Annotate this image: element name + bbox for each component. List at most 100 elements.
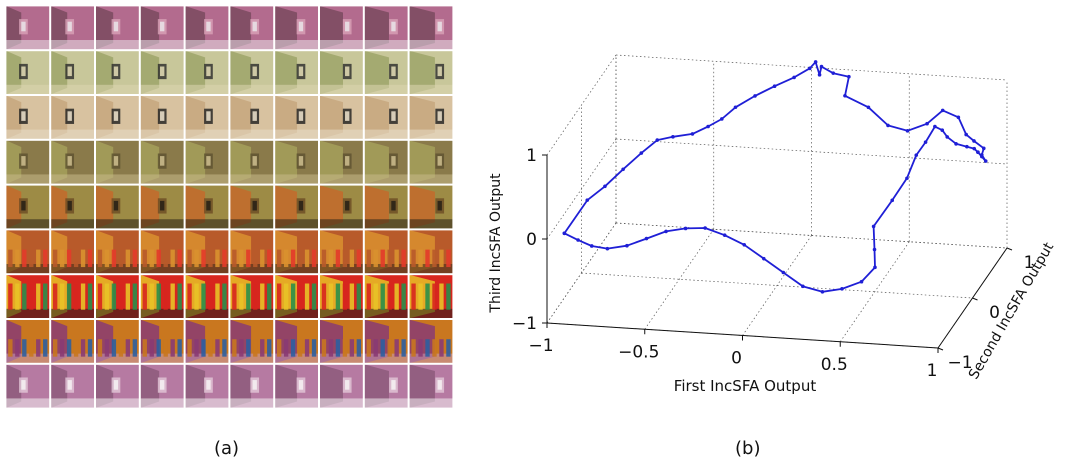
- frame-thumbnail: [319, 95, 364, 140]
- frame-thumbnail: [184, 229, 230, 274]
- gridline: [546, 54, 617, 156]
- frame-thumbnail: [50, 184, 95, 230]
- x-tick-label: −0.5: [618, 342, 659, 362]
- frame-thumbnail: [139, 5, 185, 50]
- frame-thumbnail: [274, 363, 319, 409]
- frame-thumbnail: [184, 139, 230, 185]
- data-point: [753, 94, 757, 98]
- frame-thumbnail: [5, 319, 50, 364]
- frame-thumbnail: [408, 363, 454, 409]
- data-point: [817, 73, 822, 77]
- data-point: [965, 144, 969, 149]
- data-point: [706, 124, 710, 129]
- frame-thumbnail: [50, 139, 95, 185]
- frame-thumbnail: [363, 229, 409, 274]
- frame-thumbnail: [5, 229, 50, 274]
- frame-thumbnail: [363, 363, 409, 409]
- y-tick-label: 1: [1024, 253, 1035, 273]
- data-point: [621, 167, 625, 172]
- frame-thumbnail: [50, 50, 95, 95]
- y-tick-mark: [937, 347, 944, 351]
- data-point: [983, 159, 988, 163]
- data-point: [859, 279, 864, 284]
- data-point: [954, 142, 958, 146]
- frame-thumbnail: [229, 184, 274, 230]
- data-point: [886, 123, 890, 128]
- frame-thumbnail: [319, 229, 364, 274]
- frame-thumbnail: [139, 274, 185, 319]
- frame-thumbnail: [139, 363, 185, 409]
- frame-thumbnail: [50, 5, 95, 50]
- data-point: [576, 238, 580, 242]
- z-axis-label: Third IncSFA Output: [488, 173, 504, 314]
- frame-thumbnail: [408, 274, 454, 319]
- chart-tick-labels: −1 −0.5 0 0.5 1 −1 0 1 −1 0 1: [512, 146, 1034, 381]
- data-point: [761, 256, 766, 261]
- gridline: [546, 138, 617, 240]
- data-point: [801, 284, 805, 289]
- x-tick-label: 0.5: [821, 355, 848, 375]
- y-tick-mark: [1006, 247, 1013, 251]
- data-point: [831, 71, 836, 75]
- frame-thumbnail: [274, 319, 319, 364]
- data-point: [956, 115, 961, 120]
- frame-thumbnail: [229, 274, 274, 319]
- data-point: [589, 244, 594, 248]
- frame-thumbnail: [184, 5, 230, 50]
- data-point: [981, 146, 986, 151]
- gridline: [839, 241, 910, 342]
- data-point: [671, 135, 675, 139]
- data-point: [625, 243, 629, 248]
- frame-thumbnail: [95, 363, 140, 409]
- frame-thumbnail: [408, 95, 454, 140]
- data-point: [940, 128, 945, 133]
- gridline: [581, 272, 973, 299]
- data-point: [683, 226, 688, 231]
- frame-thumbnail: [5, 5, 50, 50]
- frame-thumbnail: [229, 95, 274, 140]
- series-line: [563, 61, 987, 293]
- frame-thumbnail: [363, 184, 409, 230]
- data-point: [905, 129, 910, 133]
- y-tick-mark: [972, 297, 978, 301]
- frame-thumbnail: [274, 274, 319, 319]
- frame-thumbnail: [363, 5, 409, 50]
- frame-thumbnail: [95, 5, 140, 50]
- data-point: [585, 198, 590, 202]
- frame-thumbnail: [50, 274, 95, 319]
- data-point: [972, 139, 976, 143]
- data-point: [980, 153, 984, 157]
- data-point: [873, 265, 877, 270]
- frame-thumbnail: [229, 50, 274, 95]
- frame-thumbnail: [139, 95, 185, 140]
- frame-thumbnail: [319, 50, 364, 95]
- chart-axes: [542, 154, 1013, 353]
- frame-thumbnail: [274, 139, 319, 185]
- frame-thumbnail: [95, 139, 140, 185]
- frame-thumbnail: [5, 95, 50, 140]
- frame-thumbnail: [319, 363, 364, 409]
- z-tick-label: −1: [512, 314, 537, 334]
- gridline: [615, 222, 1008, 249]
- data-point: [807, 66, 812, 71]
- data-point: [813, 60, 818, 64]
- chart-series-trajectory: [562, 60, 988, 294]
- y-axis-label: Second IncSFA Output: [966, 239, 1058, 382]
- frame-thumbnail: [363, 50, 409, 95]
- data-point: [914, 153, 919, 157]
- caption-b: (b): [735, 438, 761, 459]
- gridline: [742, 235, 812, 336]
- data-point: [655, 138, 660, 142]
- frame-thumbnail: [184, 363, 230, 409]
- data-point: [562, 231, 567, 236]
- data-point: [871, 224, 876, 229]
- frame-thumbnail: [184, 274, 230, 319]
- x-tick-label: 1: [927, 361, 938, 381]
- data-point: [819, 64, 824, 69]
- data-point: [690, 132, 695, 136]
- data-point: [781, 270, 786, 275]
- frame-thumbnail: [274, 184, 319, 230]
- frame-thumbnail: [408, 184, 454, 230]
- data-point: [890, 198, 895, 203]
